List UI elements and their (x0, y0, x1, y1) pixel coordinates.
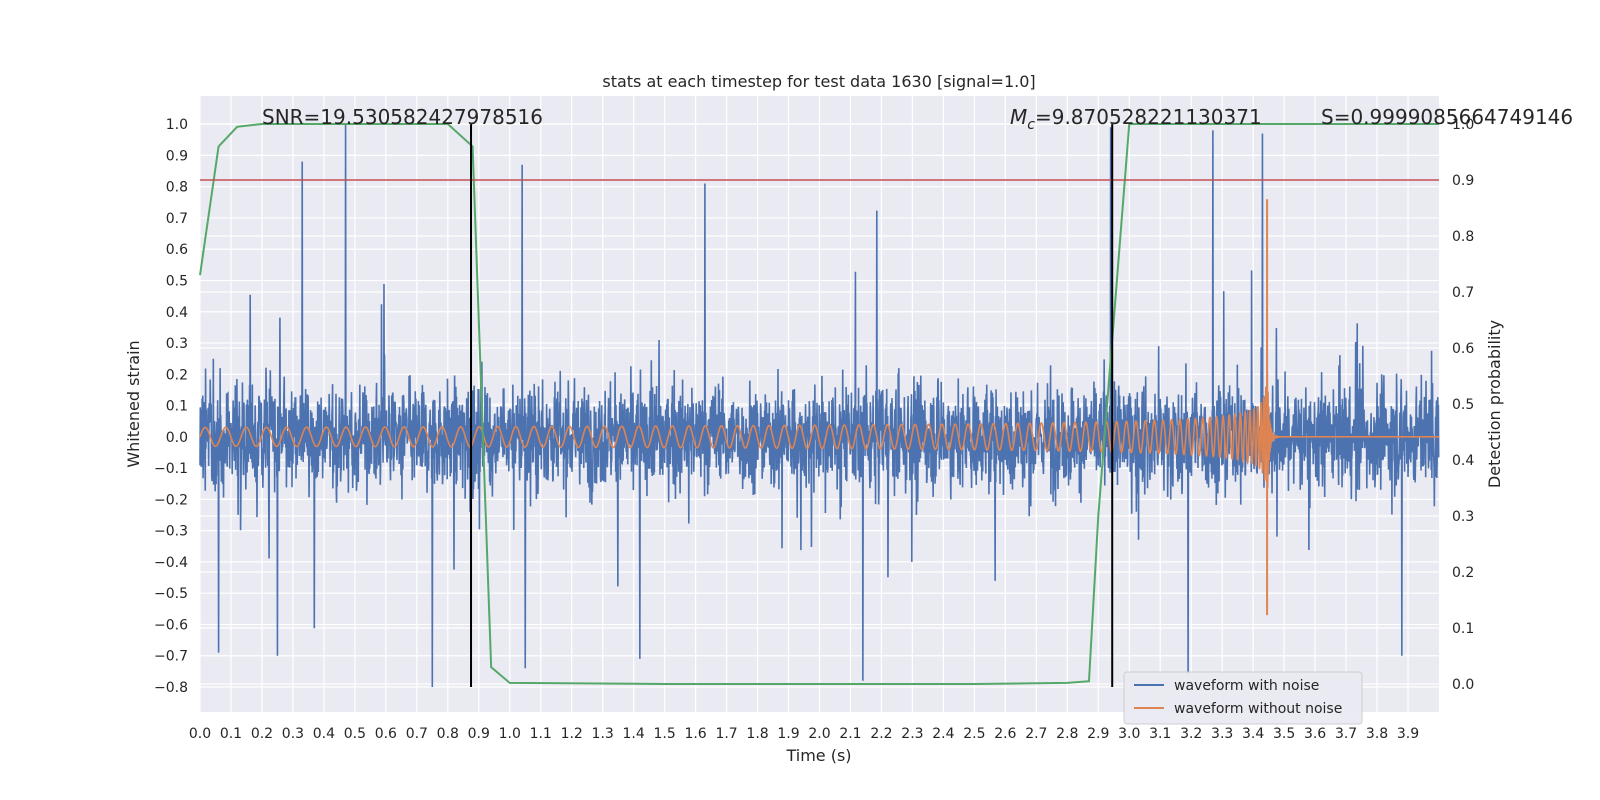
y-axis-label: Whitened strain (124, 340, 143, 467)
y2-tick-label: 0.3 (1452, 509, 1474, 525)
y2-tick-label: 0.5 (1452, 397, 1474, 413)
y-tick-label: 0.4 (166, 305, 188, 321)
y-tick-label: 1.0 (166, 117, 188, 133)
tick-labels: 0.0 0.1 0.2 0.3 0.4 0.5 0.6 0.7 0.8 0.9 1.0 1.1 1.2 1… (154, 117, 1474, 742)
y-tick-label: −0.1 (154, 461, 188, 477)
y-tick-label: −0.3 (154, 524, 188, 540)
y-tick-label: 0.9 (166, 148, 188, 164)
chirp-mass-annotation: Mc=9.870528221130371 (1010, 105, 1262, 133)
x-tick-label: 2.0 (808, 726, 830, 742)
y-tick-label: 0.7 (166, 211, 188, 227)
chart-title: stats at each timestep for test data 163… (602, 72, 1035, 91)
x-tick-label: 3.6 (1304, 726, 1326, 742)
x-tick-label: 1.2 (561, 726, 583, 742)
x-tick-label: 3.4 (1242, 726, 1264, 742)
x-tick-label: 2.1 (839, 726, 861, 742)
x-tick-label: 0.6 (375, 726, 397, 742)
mc-subscript: c (1027, 117, 1035, 133)
snr-annotation: SNR=19.530582427978516 (262, 105, 543, 129)
mc-value: =9.870528221130371 (1035, 105, 1262, 129)
x-tick-label: 0.4 (313, 726, 335, 742)
legend: waveform with noise waveform without noi… (1123, 671, 1363, 725)
x-tick-label: 2.8 (1056, 726, 1078, 742)
y-tick-label: −0.2 (154, 492, 188, 508)
y-tick-label: 0.8 (166, 180, 188, 196)
x-tick-label: 2.3 (901, 726, 923, 742)
reference-lines (200, 124, 1439, 687)
x-tick-label: 0.3 (282, 726, 304, 742)
x-tick-label: 0.5 (344, 726, 366, 742)
x-tick-label: 1.7 (715, 726, 737, 742)
y2-axis-label: Detection probability (1485, 320, 1504, 488)
y-tick-label: 0.1 (166, 399, 188, 415)
y2-tick-label: 0.9 (1452, 173, 1474, 189)
y-tick-label: −0.4 (154, 555, 188, 571)
noise-waveform-line (199, 124, 1440, 687)
y2-tick-label: 0.4 (1452, 453, 1474, 469)
series-waveform-without-noise (199, 199, 1439, 616)
y2-tick-label: 0.8 (1452, 229, 1474, 245)
x-tick-label: 0.0 (189, 726, 211, 742)
x-tick-label: 0.1 (220, 726, 242, 742)
x-tick-label: 3.1 (1149, 726, 1171, 742)
s-annotation: S=0.9999085664749146 (1321, 105, 1573, 129)
x-tick-label: 0.2 (251, 726, 273, 742)
x-tick-label: 2.5 (963, 726, 985, 742)
detection-probability-line (199, 123, 1439, 685)
x-tick-label: 3.9 (1397, 726, 1419, 742)
x-tick-label: 1.3 (592, 726, 614, 742)
x-tick-label: 1.8 (746, 726, 768, 742)
series-detection-probability (199, 123, 1439, 685)
noiseless-waveform-line (199, 373, 1439, 489)
x-tick-label: 2.4 (932, 726, 954, 742)
x-tick-label: 0.9 (468, 726, 490, 742)
y-tick-label: 0.3 (166, 336, 188, 352)
y2-tick-label: 0.1 (1452, 621, 1474, 637)
x-tick-label: 3.0 (1118, 726, 1140, 742)
x-tick-label: 2.6 (994, 726, 1016, 742)
x-tick-label: 0.7 (406, 726, 428, 742)
y-tick-label: −0.5 (154, 586, 188, 602)
x-tick-label: 2.7 (1025, 726, 1047, 742)
y-tick-label: −0.8 (154, 680, 188, 696)
x-tick-label: 1.9 (777, 726, 799, 742)
y2-tick-label: 1.0 (1452, 117, 1474, 133)
y-tick-label: 0.5 (166, 273, 188, 289)
y2-tick-label: 0.2 (1452, 565, 1474, 581)
x-tick-label: 3.3 (1211, 726, 1233, 742)
x-tick-label: 2.9 (1087, 726, 1109, 742)
legend-label-noise: waveform with noise (1174, 678, 1319, 694)
x-tick-label: 1.0 (499, 726, 521, 742)
y2-tick-label: 0.0 (1452, 677, 1474, 693)
y-tick-label: −0.6 (154, 617, 188, 633)
x-tick-label: 0.8 (437, 726, 459, 742)
y-tick-label: 0.0 (166, 430, 188, 446)
series-waveform-with-noise (199, 124, 1440, 687)
x-tick-label: 1.4 (623, 726, 645, 742)
mc-symbol: M (1010, 105, 1027, 129)
y-tick-label: 0.6 (166, 242, 188, 258)
x-tick-label: 2.2 (870, 726, 892, 742)
x-tick-label: 3.5 (1273, 726, 1295, 742)
y2-tick-label: 0.7 (1452, 285, 1474, 301)
legend-label-chirp: waveform without noise (1174, 701, 1342, 717)
x-tick-label: 1.5 (653, 726, 675, 742)
x-tick-label: 1.1 (530, 726, 552, 742)
y2-tick-label: 0.6 (1452, 341, 1474, 357)
y-tick-label: −0.7 (154, 649, 188, 665)
x-tick-label: 3.8 (1366, 726, 1388, 742)
y-tick-label: 0.2 (166, 367, 188, 383)
x-tick-label: 3.2 (1180, 726, 1202, 742)
x-axis-label: Time (s) (785, 746, 851, 765)
x-tick-label: 1.6 (684, 726, 706, 742)
x-tick-label: 3.7 (1335, 726, 1357, 742)
legend-box (1123, 671, 1363, 725)
